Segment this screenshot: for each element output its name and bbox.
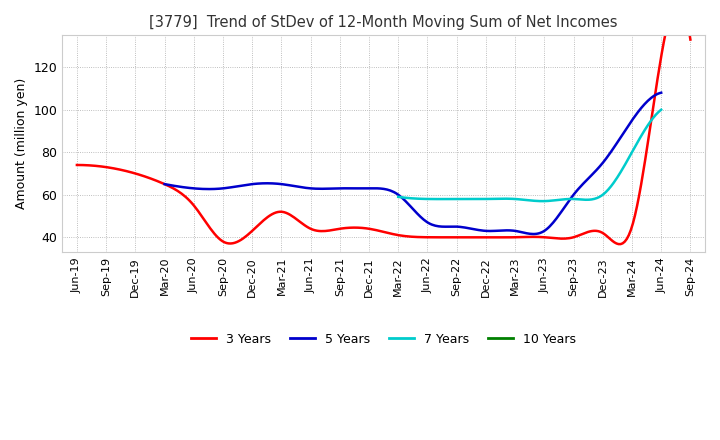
Line: 7 Years: 7 Years xyxy=(398,110,661,201)
3 Years xyxy=(436,235,444,240)
3 Years xyxy=(686,37,695,42)
5 Years xyxy=(657,90,665,95)
5 Years xyxy=(161,181,169,187)
5 Years xyxy=(580,180,589,185)
Legend: 3 Years, 5 Years, 7 Years, 10 Years: 3 Years, 5 Years, 7 Years, 10 Years xyxy=(186,328,581,351)
7 Years xyxy=(395,194,403,200)
5 Years xyxy=(454,224,463,229)
5 Years xyxy=(529,231,538,237)
3 Years xyxy=(75,162,84,168)
Line: 5 Years: 5 Years xyxy=(165,93,661,234)
7 Years xyxy=(633,140,642,145)
3 Years xyxy=(590,228,598,234)
7 Years xyxy=(616,169,625,175)
7 Years xyxy=(556,197,564,202)
Line: 3 Years: 3 Years xyxy=(77,0,690,244)
5 Years xyxy=(612,141,621,147)
3 Years xyxy=(448,235,456,240)
Y-axis label: Amount (million yen): Amount (million yen) xyxy=(15,78,28,209)
7 Years xyxy=(551,198,559,203)
3 Years xyxy=(631,213,639,218)
5 Years xyxy=(464,226,473,231)
7 Years xyxy=(538,198,546,204)
5 Years xyxy=(456,224,464,230)
7 Years xyxy=(394,194,402,199)
3 Years xyxy=(73,162,81,168)
Title: [3779]  Trend of StDev of 12-Month Moving Sum of Net Incomes: [3779] Trend of StDev of 12-Month Moving… xyxy=(149,15,618,30)
7 Years xyxy=(552,198,560,203)
3 Years xyxy=(438,235,446,240)
3 Years xyxy=(614,242,623,247)
7 Years xyxy=(657,107,665,112)
3 Years xyxy=(674,0,683,1)
5 Years xyxy=(162,182,171,187)
